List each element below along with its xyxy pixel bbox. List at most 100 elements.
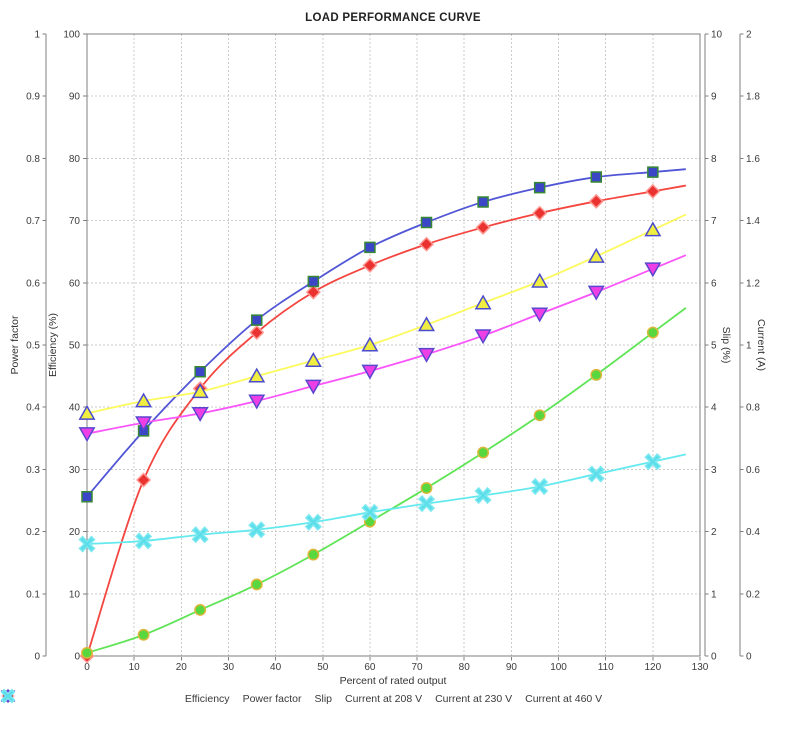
current-at-460-v-marker bbox=[361, 503, 379, 521]
current-at-230-v-marker bbox=[644, 262, 662, 278]
power-factor-marker bbox=[590, 171, 603, 183]
current-tick-label: 0.8 bbox=[746, 403, 760, 414]
current-at-230-v-marker bbox=[587, 285, 605, 301]
legend-item-label: Current at 230 V bbox=[435, 693, 513, 705]
power-factor-marker bbox=[477, 196, 489, 208]
slip-tick-label: 0 bbox=[711, 652, 717, 663]
legend-item-label: Slip bbox=[314, 693, 333, 705]
slip-tick-label: 5 bbox=[711, 341, 717, 352]
legend-item-efficiency: Efficiency bbox=[1, 689, 230, 705]
current-at-460-v-marker bbox=[248, 521, 266, 539]
power_factor-tick-label: 0.3 bbox=[26, 465, 40, 476]
power-factor-marker bbox=[81, 491, 93, 503]
slip-marker bbox=[477, 446, 489, 459]
slip-marker bbox=[590, 368, 603, 381]
slip-marker bbox=[250, 578, 263, 591]
current-at-460-v-marker bbox=[531, 477, 549, 496]
current-at-460-v-marker bbox=[644, 453, 662, 471]
power-factor-marker bbox=[647, 166, 659, 178]
gridlines bbox=[87, 34, 700, 656]
current-tick-label: 1.8 bbox=[746, 92, 760, 103]
x-tick-label: 50 bbox=[317, 662, 329, 673]
x-tick-label: 60 bbox=[364, 662, 376, 673]
current-at-460-v-marker bbox=[134, 532, 153, 550]
current-at-208-v-marker bbox=[135, 392, 153, 408]
power-factor-line bbox=[87, 168, 686, 498]
efficiency-tick-label: 60 bbox=[69, 278, 81, 289]
efficiency-marker bbox=[362, 257, 378, 273]
current-at-208-v-marker bbox=[418, 316, 435, 332]
series-current-at-208-v bbox=[78, 213, 687, 420]
x-tick-label: 120 bbox=[645, 662, 662, 673]
current-at-460-v-marker bbox=[474, 486, 492, 505]
efficiency-tick-label: 10 bbox=[69, 589, 81, 600]
current-at-460-v-marker bbox=[304, 513, 322, 531]
slip-tick-label: 7 bbox=[711, 216, 717, 227]
legend-item-label: Power factor bbox=[242, 693, 302, 705]
series-current-at-460-v bbox=[78, 453, 687, 553]
current-tick-label: 1.4 bbox=[746, 216, 760, 227]
current-at-460-v-marker bbox=[78, 535, 96, 553]
legend-item-label: Efficiency bbox=[184, 693, 230, 705]
efficiency-tick-label: 0 bbox=[74, 652, 80, 663]
current-at-460-v-marker bbox=[587, 465, 605, 483]
slip-marker bbox=[137, 628, 150, 641]
x-tick-label: 90 bbox=[506, 662, 518, 673]
power_factor-tick-label: 0.6 bbox=[26, 278, 40, 289]
current-at-460-v-marker bbox=[417, 495, 436, 513]
current-at-230-v-marker bbox=[531, 307, 549, 323]
power_factor-tick-label: 0.5 bbox=[26, 341, 40, 352]
axis-ticks bbox=[42, 33, 744, 661]
current-at-208-v-marker bbox=[531, 272, 549, 288]
current-at-230-v-marker bbox=[474, 329, 492, 345]
legend-item-current-at-230-v: Current at 230 V bbox=[0, 690, 513, 705]
power-factor-marker bbox=[533, 181, 546, 194]
slip-tick-label: 2 bbox=[711, 527, 717, 538]
efficiency-marker bbox=[249, 324, 265, 341]
slip-tick-label: 1 bbox=[711, 589, 717, 600]
x-tick-label: 100 bbox=[550, 662, 567, 673]
slip-axis-title: Slip (%) bbox=[720, 327, 732, 364]
efficiency-marker bbox=[305, 284, 321, 300]
current-at-208-v-marker bbox=[304, 352, 322, 367]
current-tick-label: 1.6 bbox=[746, 154, 760, 165]
current-tick-label: 0 bbox=[746, 652, 752, 663]
current-at-230-v-marker bbox=[78, 427, 96, 443]
slip-tick-label: 9 bbox=[711, 92, 717, 103]
current-at-230-v-marker bbox=[191, 406, 209, 422]
current-at-208-v-marker bbox=[191, 383, 209, 399]
current-at-230-v-marker bbox=[418, 347, 435, 363]
efficiency-tick-label: 90 bbox=[69, 92, 81, 103]
power_factor-tick-label: 0.2 bbox=[26, 527, 40, 538]
current-at-460-v-marker bbox=[191, 526, 209, 544]
current-at-208-v-marker bbox=[361, 336, 379, 352]
efficiency-tick-label: 70 bbox=[69, 216, 81, 227]
current-at-208-v-marker bbox=[587, 247, 605, 263]
power_factor-tick-label: 0 bbox=[34, 652, 40, 663]
power_factor-tick-label: 0.4 bbox=[26, 403, 40, 414]
efficiency-tick-label: 80 bbox=[69, 154, 81, 165]
efficiency-marker bbox=[588, 193, 604, 209]
current-tick-label: 0.2 bbox=[746, 589, 760, 600]
current-at-460-v-line bbox=[87, 453, 687, 545]
slip-marker bbox=[307, 548, 320, 561]
x-axis-title: Percent of rated output bbox=[340, 675, 447, 687]
efficiency-axis-title: Efficiency (%) bbox=[47, 313, 59, 377]
x-tick-label: 20 bbox=[176, 662, 188, 673]
series-slip bbox=[81, 307, 687, 659]
efficiency-tick-label: 50 bbox=[69, 341, 81, 352]
efficiency-tick-label: 100 bbox=[63, 30, 80, 41]
x-tick-label: 10 bbox=[129, 662, 141, 673]
series-current-at-230-v bbox=[78, 254, 687, 443]
efficiency-tick-label: 20 bbox=[69, 527, 81, 538]
power_factor-tick-label: 0.1 bbox=[26, 589, 40, 600]
power_factor-tick-label: 0.9 bbox=[26, 92, 40, 103]
chart-title: LOAD PERFORMANCE CURVE bbox=[305, 12, 481, 24]
current-at-460-v-legend-marker-icon bbox=[0, 688, 16, 704]
efficiency-marker bbox=[418, 236, 435, 252]
slip-line bbox=[87, 307, 687, 654]
current-at-230-v-marker bbox=[304, 379, 322, 395]
current-at-230-v-marker bbox=[361, 364, 379, 380]
slip-marker bbox=[194, 604, 207, 616]
